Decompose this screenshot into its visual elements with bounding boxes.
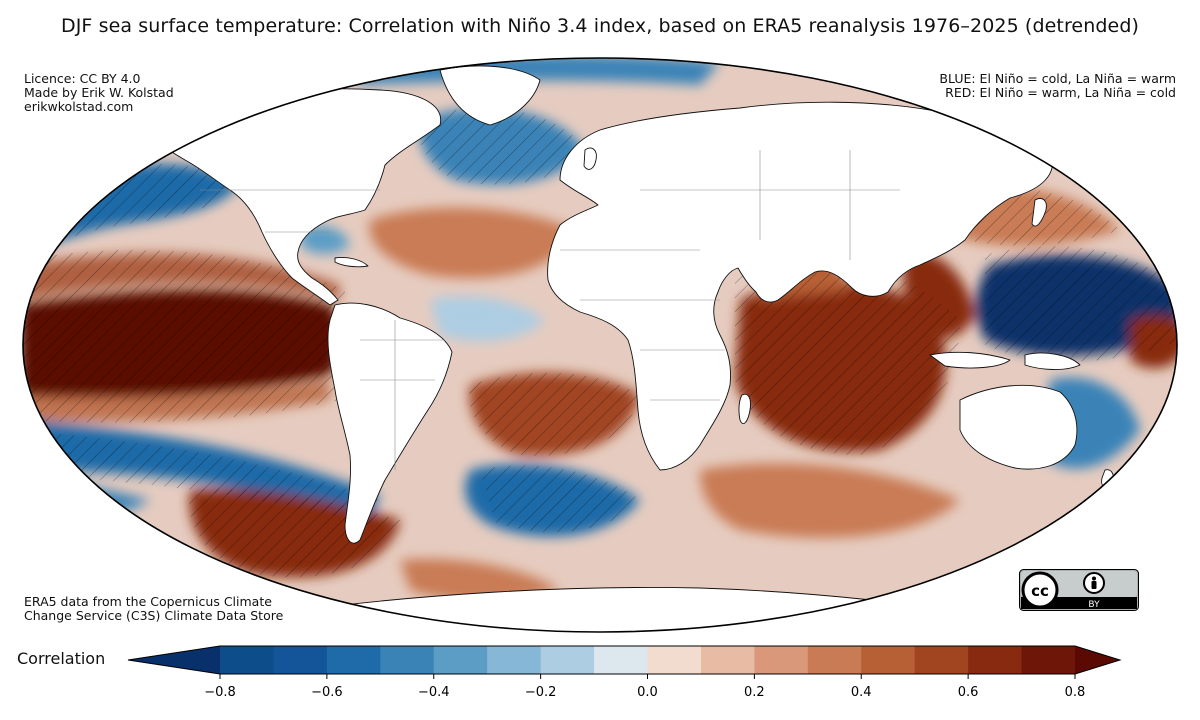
globe-outline xyxy=(22,57,1178,633)
colorbar-swatch xyxy=(594,646,648,674)
data-source-note: ERA5 data from the Copernicus Climate Ch… xyxy=(24,595,283,623)
colorbar-swatch xyxy=(647,646,702,674)
colorbar-swatch xyxy=(433,646,488,674)
colorbar-swatch xyxy=(220,646,274,674)
tropical-atlantic-neutral xyxy=(430,296,545,342)
cuba-landmass xyxy=(334,257,369,268)
colorbar-tick-label: −0.6 xyxy=(311,685,343,700)
colorbar-swatch xyxy=(700,646,755,674)
land-masses xyxy=(149,65,1115,632)
attribution-person-icon xyxy=(1083,572,1105,594)
cc-by-badge: cc BY xyxy=(1019,569,1139,611)
svg-text:cc: cc xyxy=(1031,582,1049,600)
colorbar-tick-label: 0.4 xyxy=(851,685,872,700)
greenland-landmass xyxy=(439,65,541,126)
source-line-1: ERA5 data from the Copernicus Climate xyxy=(24,594,272,609)
colorbar-tick-label: 0.8 xyxy=(1065,685,1086,700)
red-meaning-line: RED: El Niño = warm, La Niña = cold xyxy=(945,85,1176,100)
colorbar-tick-label: 0.0 xyxy=(637,685,658,700)
colorbar-swatch xyxy=(1021,646,1076,674)
britain-landmass xyxy=(583,147,597,170)
colorbar-swatch xyxy=(273,646,328,674)
australia-landmass xyxy=(959,384,1078,470)
badge-label: BY xyxy=(1088,600,1100,610)
colorbar-tick-label: −0.2 xyxy=(525,685,557,700)
colorbar-ticks: −0.8 −0.6 −0.4 −0.2 0.0 0.2 0.4 0.6 0.8 xyxy=(204,674,1085,700)
colorbar-swatch xyxy=(754,646,809,674)
south-indian-warm xyxy=(700,463,960,538)
source-line-2: Change Service (C3S) Climate Data Store xyxy=(24,608,284,623)
colorbar-tick-label: −0.4 xyxy=(418,685,450,700)
madagascar-landmass xyxy=(738,393,751,424)
colorbar-swatches xyxy=(127,645,1122,675)
blue-meaning-line: BLUE: El Niño = cold, La Niña = warm xyxy=(939,71,1176,86)
japan-landmass xyxy=(1031,198,1047,227)
gulf-of-mexico-cold xyxy=(300,225,350,255)
colorbar-tick-label: 0.6 xyxy=(958,685,979,700)
colorbar-swatch xyxy=(326,646,381,674)
colorbar-extend-min xyxy=(128,646,220,674)
country-borders xyxy=(200,150,900,470)
south-america-landmass xyxy=(327,302,453,544)
colorbar-swatch xyxy=(380,646,435,674)
new-guinea-landmass xyxy=(1024,352,1081,370)
colorbar-label: Correlation xyxy=(17,649,106,668)
colorbar-swatch xyxy=(540,646,595,674)
north-america-landmass xyxy=(149,88,442,306)
colorbar-extend-max xyxy=(1075,646,1120,674)
indonesia-landmass xyxy=(929,351,1011,369)
color-legend-note: BLUE: El Niño = cold, La Niña = warm RED… xyxy=(939,72,1176,100)
colorbar-tick-label: −0.8 xyxy=(204,685,236,700)
north-atlantic-warm xyxy=(369,207,575,278)
license-line: Licence: CC BY 4.0 xyxy=(24,71,141,86)
colorbar-swatch xyxy=(914,646,969,674)
chart-title: DJF sea surface temperature: Correlation… xyxy=(61,15,1139,37)
website-line: erikwkolstad.com xyxy=(24,99,134,114)
colorbar-tick-label: 0.2 xyxy=(744,685,765,700)
creative-commons-icon: cc xyxy=(1021,571,1059,609)
colorbar-swatch xyxy=(861,646,916,674)
author-line: Made by Erik W. Kolstad xyxy=(24,85,174,100)
colorbar-swatch xyxy=(487,646,542,674)
colorbar-swatch xyxy=(968,646,1023,674)
license-note: Licence: CC BY 4.0 Made by Erik W. Kolst… xyxy=(24,72,174,114)
colorbar-swatch xyxy=(807,646,862,674)
